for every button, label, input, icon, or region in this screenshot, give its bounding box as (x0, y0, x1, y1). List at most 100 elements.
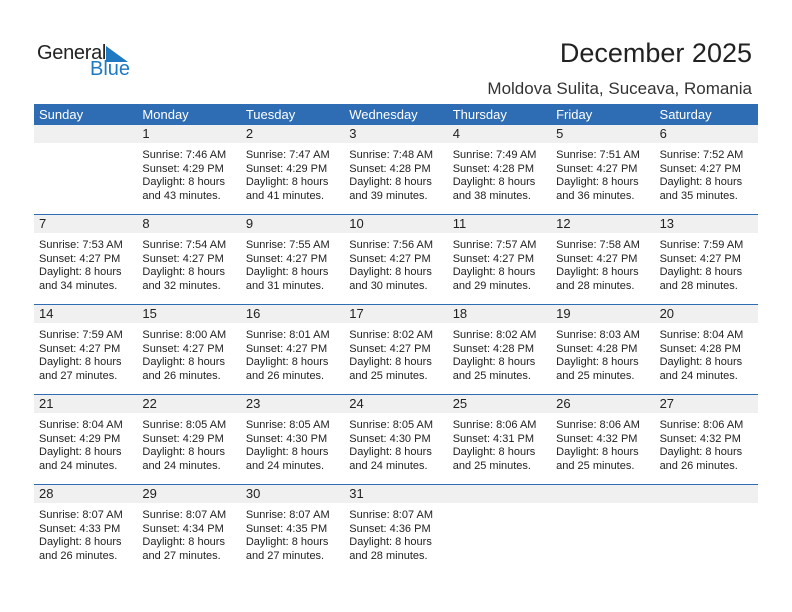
day-cell: 23 Sunrise: 8:05 AM Sunset: 4:30 PM Dayligh… (241, 395, 344, 485)
daylight-minutes-text: and 26 minutes. (39, 549, 118, 562)
sunrise-text: Sunrise: 8:05 AM (349, 419, 434, 431)
sunset-text: Sunset: 4:27 PM (556, 252, 638, 265)
sunset-text: Sunset: 4:36 PM (349, 522, 431, 535)
day-number-strip (34, 125, 758, 143)
day-cell: 2 Sunrise: 7:47 AM Sunset: 4:29 PM Daylight… (241, 125, 344, 215)
daylight-text: Daylight: 8 hours (245, 176, 329, 188)
day-number: 22 (142, 396, 157, 411)
daylight-text: Daylight: 8 hours (659, 356, 743, 368)
day-number: 9 (245, 216, 254, 231)
sunset-text: Sunset: 4:28 PM (452, 342, 535, 355)
day-cell: 22 Sunrise: 8:05 AM Sunset: 4:29 PM Dayligh… (137, 395, 240, 485)
sunset-text: Sunset: 4:27 PM (556, 162, 638, 175)
sunrise-text: Sunrise: 7:48 AM (349, 149, 434, 161)
daylight-text: Daylight: 8 hours (452, 356, 536, 368)
daylight-minutes-text: and 24 minutes. (659, 369, 738, 382)
daylight-text: Daylight: 8 hours (556, 266, 639, 278)
sunrise-text: Sunrise: 7:59 AM (659, 239, 744, 251)
day-number: 2 (245, 126, 254, 141)
daylight-minutes-text: and 24 minutes. (142, 459, 221, 472)
sunset-text: Sunset: 4:27 PM (39, 342, 121, 355)
location-subtitle: Moldova Sulita, Suceava, Romania (487, 79, 752, 98)
day-number: 26 (556, 396, 571, 411)
daylight-minutes-text: and 25 minutes. (556, 459, 635, 472)
daylight-text: Daylight: 8 hours (142, 356, 225, 368)
sunrise-text: Sunrise: 7:53 AM (39, 239, 123, 251)
day-number: 18 (452, 306, 468, 321)
sunset-text: Sunset: 4:27 PM (39, 252, 121, 265)
sunrise-text: Sunrise: 7:59 AM (39, 329, 123, 341)
day-number-strip (34, 215, 758, 233)
sunrise-text: Sunrise: 8:04 AM (659, 329, 744, 341)
daylight-text: Daylight: 8 hours (245, 536, 329, 548)
week-row: 7 Sunrise: 7:53 AM Sunset: 4:27 PM Daylight… (34, 214, 758, 305)
daylight-text: Daylight: 8 hours (349, 176, 432, 188)
day-cell: 1 Sunrise: 7:46 AM Sunset: 4:29 PM Daylight… (137, 125, 240, 215)
sunrise-text: Sunrise: 7:49 AM (452, 149, 537, 161)
day-number: 4 (452, 126, 460, 141)
day-number: 3 (349, 126, 357, 141)
sunset-text: Sunset: 4:33 PM (39, 522, 121, 535)
sunset-text: Sunset: 4:29 PM (142, 432, 224, 445)
sunrise-text: Sunrise: 8:07 AM (245, 509, 330, 521)
sunrise-text: Sunrise: 7:54 AM (142, 239, 227, 251)
sunrise-text: Sunrise: 7:57 AM (452, 239, 537, 251)
day-cell: 30 Sunrise: 8:07 AM Sunset: 4:35 PM Dayligh… (241, 485, 344, 575)
logo-general: General (37, 42, 107, 64)
day-number: 16 (245, 306, 261, 321)
day-cell: 15 Sunrise: 8:00 AM Sunset: 4:27 PM Dayligh… (137, 305, 240, 395)
day-number: 5 (556, 126, 564, 141)
daylight-text: Daylight: 8 hours (39, 266, 122, 278)
daylight-minutes-text: and 34 minutes. (39, 279, 118, 292)
sunset-text: Sunset: 4:28 PM (659, 342, 741, 355)
daylight-minutes-text: and 27 minutes. (142, 549, 221, 562)
sunrise-text: Sunrise: 8:07 AM (39, 509, 123, 521)
day-number: 12 (556, 216, 571, 231)
logo: General Blue (37, 42, 132, 82)
daylight-minutes-text: and 28 minutes. (659, 279, 738, 292)
daylight-minutes-text: and 31 minutes. (245, 279, 325, 292)
sunset-text: Sunset: 4:27 PM (245, 342, 328, 355)
sunrise-text: Sunrise: 8:02 AM (452, 329, 537, 341)
day-number: 14 (39, 306, 54, 321)
daylight-minutes-text: and 25 minutes. (349, 369, 428, 382)
daylight-minutes-text: and 26 minutes. (142, 369, 221, 382)
day-number: 1 (142, 126, 150, 141)
daylight-minutes-text: and 25 minutes. (556, 369, 635, 382)
daylight-text: Daylight: 8 hours (245, 356, 329, 368)
day-number: 10 (349, 216, 364, 231)
daylight-text: Daylight: 8 hours (245, 266, 329, 278)
daylight-text: Daylight: 8 hours (659, 266, 743, 278)
sunset-text: Sunset: 4:27 PM (349, 252, 431, 265)
day-number: 20 (659, 306, 675, 321)
daylight-text: Daylight: 8 hours (452, 446, 536, 458)
sunset-text: Sunset: 4:27 PM (349, 342, 431, 355)
day-number: 25 (452, 396, 468, 411)
daylight-minutes-text: and 30 minutes. (349, 279, 428, 292)
daylight-minutes-text: and 24 minutes. (349, 459, 428, 472)
day-cell: 26 Sunrise: 8:06 AM Sunset: 4:32 PM Dayligh… (551, 395, 654, 485)
sunrise-text: Sunrise: 7:55 AM (245, 239, 330, 251)
day-number: 27 (659, 396, 675, 411)
day-number: 7 (39, 216, 47, 231)
weekday-friday: Friday (556, 107, 593, 122)
day-number-strip (34, 485, 758, 503)
daylight-minutes-text: and 25 minutes. (452, 369, 531, 382)
daylight-text: Daylight: 8 hours (556, 176, 639, 188)
sunset-text: Sunset: 4:27 PM (142, 252, 224, 265)
day-cell: 31 Sunrise: 8:07 AM Sunset: 4:36 PM Dayligh… (344, 485, 447, 575)
day-cell: 16 Sunrise: 8:01 AM Sunset: 4:27 PM Dayligh… (241, 305, 344, 395)
daylight-minutes-text: and 29 minutes. (452, 279, 531, 292)
page-title: December 2025 (559, 38, 752, 68)
sunset-text: Sunset: 4:27 PM (452, 252, 535, 265)
weekday-sunday: Sunday (39, 107, 84, 122)
day-cell: 7 Sunrise: 7:53 AM Sunset: 4:27 PM Daylight… (34, 215, 137, 305)
day-cell: 9 Sunrise: 7:55 AM Sunset: 4:27 PM Daylight… (241, 215, 344, 305)
daylight-text: Daylight: 8 hours (349, 446, 432, 458)
daylight-minutes-text: and 26 minutes. (245, 369, 325, 382)
day-cell: 4 Sunrise: 7:49 AM Sunset: 4:28 PM Daylight… (448, 125, 551, 215)
daylight-text: Daylight: 8 hours (39, 356, 122, 368)
day-cell: 3 Sunrise: 7:48 AM Sunset: 4:28 PM Daylight… (344, 125, 447, 215)
sunrise-text: Sunrise: 8:03 AM (556, 329, 640, 341)
